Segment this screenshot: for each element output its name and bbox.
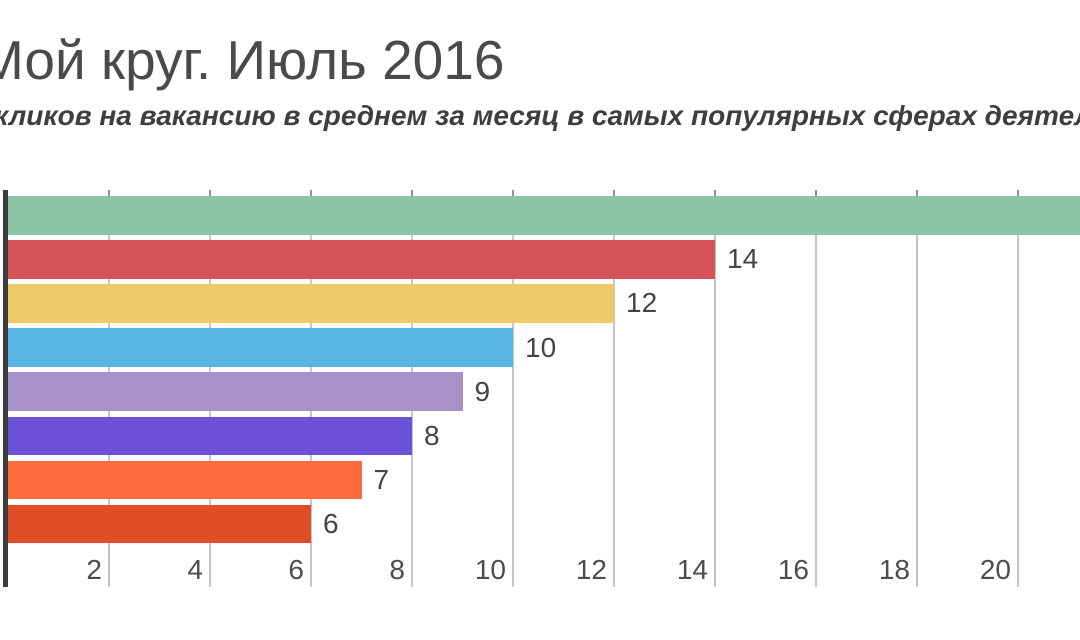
grid-tick [411,190,413,197]
gridline [613,190,615,587]
grid-tick [714,190,716,197]
bar [8,460,362,500]
grid-tick [613,190,615,197]
grid-tick [512,190,514,197]
grid-tick [1017,190,1019,197]
grid-tick [815,190,817,197]
gridline [916,190,918,587]
bar [8,284,614,323]
x-tick-label: 16 [777,554,809,585]
grid-tick [916,190,918,197]
gridline [714,190,716,587]
bar [8,328,513,367]
x-tick-label: 20 [979,554,1011,585]
bar-value-label: 14 [727,243,759,275]
grid-tick [209,190,211,197]
y-axis-line [3,190,8,587]
chart-subtitle: кликов на вакансию в среднем за месяц в … [0,100,1080,131]
bar-value-label: 7 [373,463,390,495]
bar-value-label: 8 [424,419,440,451]
x-tick-label: 14 [676,554,708,585]
bar [8,196,1080,235]
bar [8,372,463,411]
x-tick-label: 10 [474,554,506,585]
grid-tick [310,190,312,197]
x-tick-label: 8 [389,554,405,585]
bar-value-label: 9 [474,375,491,407]
x-tick-label: 18 [878,554,910,585]
bar [8,240,715,279]
bar [8,504,311,544]
x-tick-label: 6 [288,554,304,585]
x-tick-label: 2 [86,554,102,585]
gridline [512,190,514,587]
gridline [815,190,817,587]
gridline [1017,190,1019,587]
bar [8,416,412,455]
chart-title: Мой круг. Июль 2016 [0,29,505,91]
grid-tick [108,190,110,197]
x-tick-label: 4 [187,554,203,585]
x-tick-label: 12 [575,554,607,585]
bar-value-label: 10 [525,331,557,363]
bar-value-label: 6 [323,507,339,539]
bar-value-label: 12 [626,287,658,319]
